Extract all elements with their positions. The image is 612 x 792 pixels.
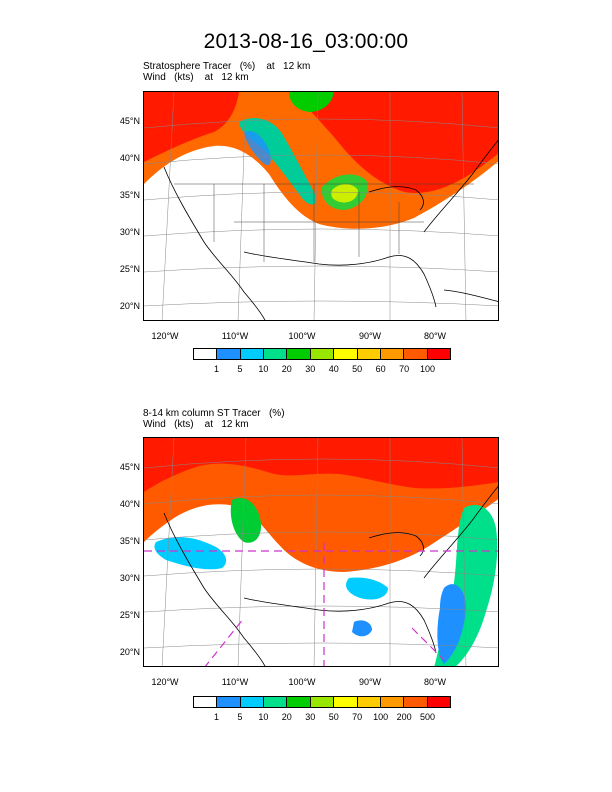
colorbar-swatch: [287, 697, 311, 707]
colorbar-swatch: [334, 349, 358, 359]
coastlines: [163, 139, 498, 320]
colorbar-label: 50: [328, 712, 339, 722]
colorbar-label: 30: [305, 364, 316, 374]
colorbar-label: 20: [281, 364, 292, 374]
colorbar-swatch: [310, 349, 335, 359]
bottom-lat-label: 30°N: [119, 573, 140, 583]
colorbar-swatch: [404, 349, 428, 359]
bottom-panel-title: 8-14 km column ST Tracer (%): [143, 408, 285, 419]
colorbar-swatch: [217, 349, 241, 359]
top-lon-label: 90°W: [358, 331, 382, 341]
colorbar-swatch: [404, 697, 428, 707]
colorbar-swatch: [264, 697, 288, 707]
top-lon-label: 110°W: [221, 331, 249, 341]
tracer-red-core: [144, 92, 498, 193]
top-lat-label: 40°N: [119, 153, 140, 163]
colorbar-swatch: [240, 349, 265, 359]
top-colorbar: [193, 348, 451, 360]
top-lat-label: 30°N: [119, 227, 140, 237]
cross-section-lines: [144, 543, 498, 666]
column-tracer-gulf-blue: [352, 620, 372, 637]
colorbar-swatch: [427, 349, 450, 359]
bottom-lat-label: 25°N: [119, 610, 140, 620]
colorbar-label: 5: [237, 712, 243, 722]
column-tracer-gulf: [346, 577, 388, 600]
top-panel-title: Stratosphere Tracer (%) at 12 km: [143, 61, 311, 72]
colorbar-swatch: [194, 697, 218, 707]
colorbar-label: 100: [373, 712, 389, 722]
colorbar-swatch: [334, 697, 358, 707]
bottom-lon-label: 110°W: [221, 677, 249, 687]
graticule-lines: [144, 92, 498, 320]
colorbar-label: 30: [305, 712, 316, 722]
column-tracer-cyan: [154, 537, 227, 570]
colorbar-label: 50: [352, 364, 363, 374]
graticule-lines: [144, 438, 498, 666]
bottom-panel-subtitle: Wind (kts) at 12 km: [143, 419, 249, 430]
colorbar-label: 70: [399, 364, 410, 374]
colorbar-label: 1: [213, 712, 219, 722]
top-lat-label: 35°N: [119, 190, 140, 200]
bottom-map-graphic: [144, 438, 498, 666]
bottom-lat-label: 40°N: [119, 499, 140, 509]
colorbar-label: 40: [328, 364, 339, 374]
top-lat-label: 45°N: [119, 116, 140, 126]
column-tracer-atlantic-blue: [437, 584, 466, 664]
colorbar-swatch: [194, 349, 218, 359]
colorbar-swatch: [264, 349, 288, 359]
colorbar-label: 1: [213, 364, 219, 374]
bottom-lon-label: 100°W: [288, 677, 316, 687]
colorbar-swatch: [217, 697, 241, 707]
colorbar-label: 10: [258, 712, 269, 722]
colorbar-swatch: [427, 697, 450, 707]
column-tracer-green: [230, 498, 262, 543]
colorbar-swatch: [310, 697, 335, 707]
top-map-graphic: [144, 92, 498, 320]
bottom-lat-label: 35°N: [119, 536, 140, 546]
bottom-map: [143, 437, 499, 667]
colorbar-label: 5: [237, 364, 243, 374]
colorbar-swatch: [287, 349, 311, 359]
top-panel-subtitle: Wind (kts) at 12 km: [143, 72, 249, 83]
top-lon-label: 100°W: [288, 331, 316, 341]
bottom-lon-label: 80°W: [423, 677, 447, 687]
tracer-yellow-patch: [331, 184, 358, 203]
colorbar-swatch: [240, 697, 265, 707]
colorbar-swatch: [357, 697, 381, 707]
bottom-lat-label: 45°N: [119, 462, 140, 472]
colorbar-swatch: [380, 697, 405, 707]
colorbar-label: 10: [258, 364, 269, 374]
colorbar-label: 100: [420, 364, 436, 374]
top-lat-label: 25°N: [119, 264, 140, 274]
coastlines: [163, 485, 498, 666]
bottom-lon-label: 120°W: [151, 677, 179, 687]
colorbar-label: 70: [352, 712, 363, 722]
colorbar-swatch: [380, 349, 405, 359]
bottom-colorbar: [193, 696, 451, 708]
column-tracer-red: [144, 438, 498, 492]
colorbar-label: 20: [281, 712, 292, 722]
top-lon-label: 80°W: [423, 331, 447, 341]
bottom-lat-label: 20°N: [119, 647, 140, 657]
colorbar-label: 200: [396, 712, 412, 722]
tracer-green-top: [289, 92, 334, 112]
colorbar-swatch: [357, 349, 381, 359]
top-map: [143, 91, 499, 321]
colorbar-label: 60: [375, 364, 386, 374]
state-borders: [174, 183, 474, 262]
top-lon-label: 120°W: [151, 331, 179, 341]
tracer-blue-filament: [244, 130, 271, 166]
figure-title: 2013-08-16_03:00:00: [203, 30, 409, 53]
colorbar-label: 500: [420, 712, 436, 722]
bottom-lon-label: 90°W: [358, 677, 382, 687]
top-lat-label: 20°N: [119, 301, 140, 311]
